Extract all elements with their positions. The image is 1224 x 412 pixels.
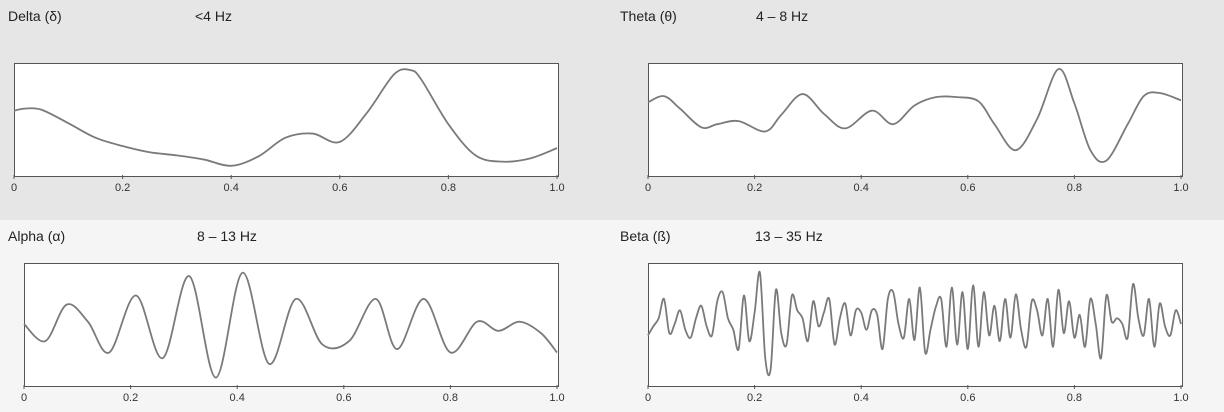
x-tick-label: 0.6 <box>332 182 347 194</box>
delta-waveform-line <box>13 68 558 167</box>
x-tick-label: 0.8 <box>1067 182 1082 194</box>
theta-chart: 0 0.2 0.4 0.6 0.8 1.0 <box>645 68 1189 194</box>
x-tick-label: 1.0 <box>1173 392 1188 404</box>
x-tick-label: 0.2 <box>123 392 138 404</box>
x-tick-label: 0 <box>11 182 17 194</box>
x-tick-label: 1.0 <box>549 392 564 404</box>
alpha-panel: Alpha (α) 8 – 13 Hz 0 0.2 0.4 0.6 0.8 1.0 <box>0 220 612 412</box>
x-tick-label: 1.0 <box>549 182 564 194</box>
theta-panel: Theta (θ) 4 – 8 Hz 0 0.2 0.4 0.6 0.8 1.0 <box>612 0 1224 220</box>
x-tick-label: 0.2 <box>115 182 130 194</box>
delta-title: Delta (δ) <box>8 8 62 24</box>
alpha-frequency-band: 8 – 13 Hz <box>197 228 257 244</box>
delta-plot-area <box>14 63 559 177</box>
theta-title: Theta (θ) <box>620 8 677 24</box>
x-tick-label: 0.6 <box>336 392 351 404</box>
alpha-title: Alpha (α) <box>8 228 66 244</box>
x-tick-label: 0 <box>645 182 651 194</box>
theta-plot-area <box>648 63 1183 177</box>
x-tick-label: 0 <box>21 392 27 404</box>
delta-frequency-band: <4 Hz <box>195 8 232 24</box>
x-tick-label: 0.8 <box>1067 392 1082 404</box>
delta-chart: 0 0.2 0.4 0.6 0.8 1.0 <box>11 68 565 194</box>
x-tick-label: 0.8 <box>441 182 456 194</box>
theta-frequency-band: 4 – 8 Hz <box>756 8 809 24</box>
x-tick-label: 0.6 <box>960 182 975 194</box>
beta-waveform-line <box>647 270 1182 377</box>
x-tick-label: 0.8 <box>443 392 458 404</box>
theta-waveform-line <box>647 68 1182 164</box>
beta-frequency-band: 13 – 35 Hz <box>755 228 823 244</box>
x-tick-label: 1.0 <box>1173 182 1188 194</box>
beta-panel: Beta (ß) 13 – 35 Hz 0 0.2 0.4 0.6 0.8 1.0 <box>612 220 1224 412</box>
beta-title: Beta (ß) <box>620 228 671 244</box>
alpha-chart: 0 0.2 0.4 0.6 0.8 1.0 <box>21 271 565 404</box>
delta-panel: Delta (δ) <4 Hz 0 0.2 0.4 0.6 0.8 1.0 <box>0 0 612 220</box>
x-tick-label: 0.4 <box>854 182 869 194</box>
x-tick-label: 0.2 <box>747 392 762 404</box>
x-tick-label: 0.4 <box>230 392 245 404</box>
alpha-plot-area <box>24 263 559 387</box>
x-tick-label: 0.6 <box>960 392 975 404</box>
x-tick-label: 0.4 <box>854 392 869 404</box>
alpha-waveform-line <box>23 271 558 379</box>
beta-chart: 0 0.2 0.4 0.6 0.8 1.0 <box>645 270 1189 404</box>
x-tick-label: 0.2 <box>747 182 762 194</box>
x-tick-label: 0 <box>645 392 651 404</box>
x-tick-label: 0.4 <box>224 182 239 194</box>
